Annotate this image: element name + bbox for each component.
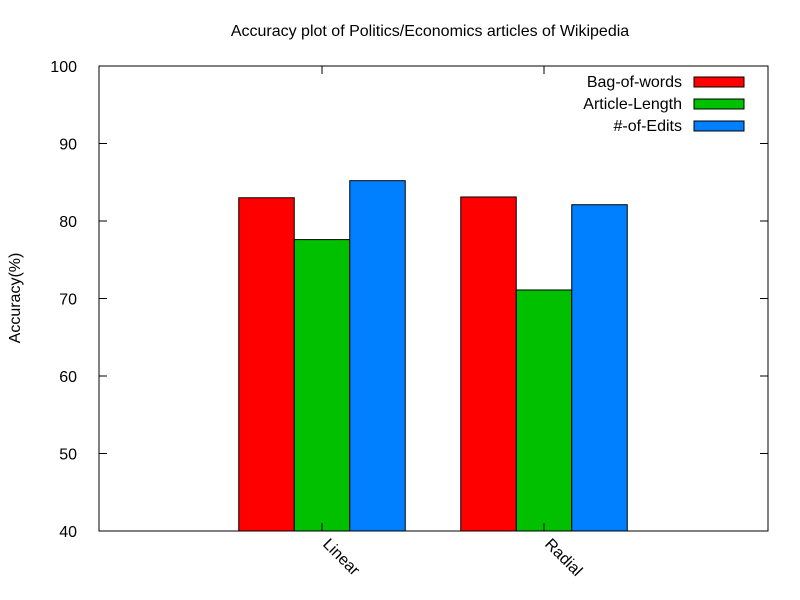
x-tick-label: Radial bbox=[541, 536, 585, 580]
legend-label: #-of-Edits bbox=[614, 118, 682, 135]
legend-swatch bbox=[693, 120, 745, 132]
chart-title: Accuracy plot of Politics/Economics arti… bbox=[231, 23, 629, 40]
bar bbox=[238, 197, 295, 532]
ticks-layer: 40 50 60 70 80 90 100 Linear Radial bbox=[50, 59, 768, 580]
y-tick-label: 60 bbox=[59, 369, 77, 386]
legend-swatch bbox=[693, 76, 745, 88]
bar bbox=[515, 289, 573, 532]
bar bbox=[571, 204, 628, 532]
y-axis-label: Accuracy(%) bbox=[7, 253, 24, 344]
legend-label: Article-Length bbox=[583, 96, 682, 113]
plot-frame bbox=[98, 65, 769, 532]
legend-swatch bbox=[693, 98, 745, 110]
bars-layer bbox=[238, 180, 628, 532]
y-tick-label: 50 bbox=[59, 447, 77, 464]
bar bbox=[293, 239, 351, 532]
y-tick-label: 90 bbox=[59, 137, 77, 154]
y-tick-label: 100 bbox=[50, 59, 77, 76]
bar bbox=[349, 180, 406, 532]
y-tick-label: 80 bbox=[59, 214, 77, 231]
x-tick-label: Linear bbox=[319, 536, 363, 580]
y-tick-label: 40 bbox=[59, 524, 77, 541]
legend: Bag-of-words Article-Length #-of-Edits bbox=[583, 74, 745, 135]
legend-label: Bag-of-words bbox=[587, 74, 682, 91]
y-tick-label: 70 bbox=[59, 292, 77, 309]
bar bbox=[460, 196, 517, 532]
